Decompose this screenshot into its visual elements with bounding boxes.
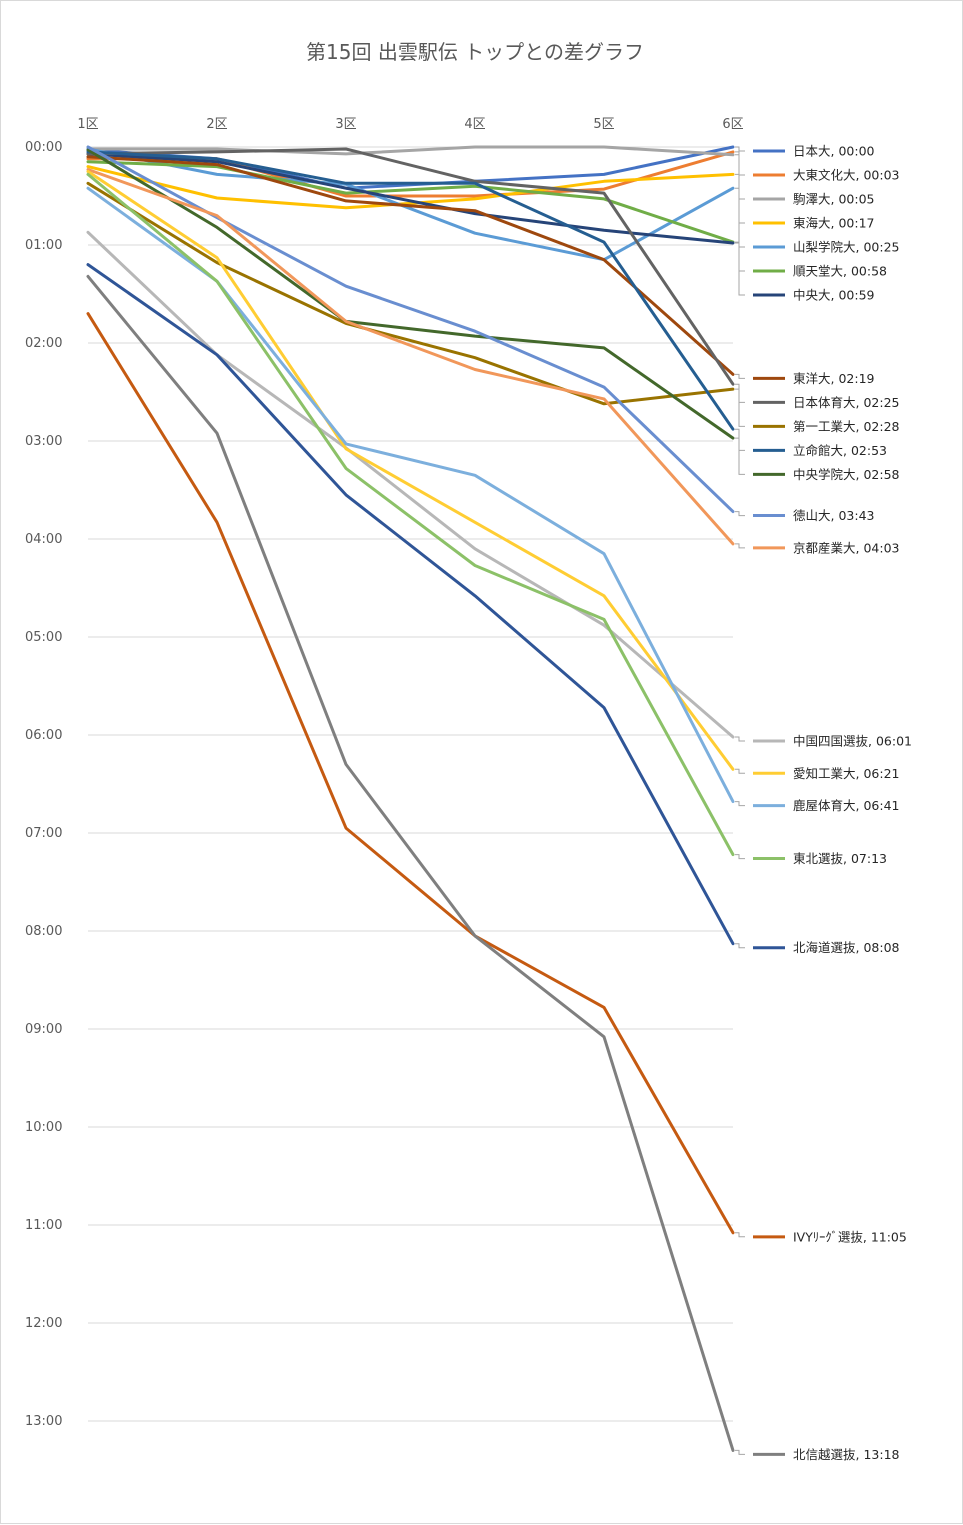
series-line (86, 152, 735, 245)
legend-label: 駒澤大, 00:05 (793, 192, 874, 207)
x-tick-label: 1区 (77, 117, 98, 132)
legend-label: 鹿屋体育大, 06:41 (793, 798, 899, 813)
legend-leader (735, 736, 745, 742)
series-line (86, 181, 735, 406)
legend-leader (735, 428, 745, 451)
series-line (86, 168, 735, 546)
series-line (86, 147, 735, 386)
legend-leader (735, 242, 745, 296)
legend-leader (735, 241, 745, 272)
legend-leader (735, 146, 745, 152)
legend-label: 京都産業大, 04:03 (793, 540, 899, 555)
legend-leader (735, 388, 745, 427)
y-tick-label: 02:00 (25, 336, 62, 351)
series-line (86, 230, 735, 739)
y-axis-ticks: 00:00 01:00 02:00 03:00 04:00 05:00 06:00 07:00… (25, 140, 62, 1429)
legend-leader (735, 373, 745, 379)
legend-leader (735, 1232, 745, 1238)
legend-leader (735, 943, 745, 949)
legend-leader (735, 854, 745, 860)
series-line (86, 274, 735, 1452)
legend-label: 立命館大, 02:53 (793, 443, 887, 458)
legend-label: 山梨学院大, 00:25 (793, 240, 899, 255)
y-tick-label: 05:00 (25, 630, 62, 645)
x-tick-label: 3区 (335, 117, 356, 132)
legend-leader (735, 187, 745, 248)
series-line (86, 160, 735, 244)
x-tick-label: 5区 (593, 117, 614, 132)
legend-label: 中国四国選抜, 06:01 (793, 733, 912, 748)
legend-leader (735, 1449, 745, 1455)
legend-label: 東北選抜, 07:13 (793, 851, 887, 866)
y-tick-label: 08:00 (25, 924, 62, 939)
y-tick-label: 03:00 (25, 434, 62, 449)
legend-label: 第一工業大, 02:28 (793, 419, 900, 434)
legend-label: 愛知工業大, 06:21 (793, 766, 899, 781)
y-tick-label: 12:00 (25, 1316, 62, 1331)
y-tick-label: 00:00 (25, 140, 62, 155)
series-line (86, 186, 735, 804)
legend-label: 日本大, 00:00 (793, 144, 875, 159)
legend-label: 大東文化大, 00:03 (793, 168, 899, 183)
chart-title: 第15回 出雲駅伝 トップとの差グラフ (306, 40, 644, 64)
y-tick-label: 07:00 (25, 826, 62, 841)
legend-label: 日本体育大, 02:25 (793, 395, 899, 410)
legend-label: 北信越選抜, 13:18 (793, 1447, 900, 1462)
series-line (86, 145, 735, 514)
legend-leader (735, 154, 745, 200)
x-tick-label: 4区 (464, 117, 485, 132)
series-line (86, 148, 735, 440)
legend-label: 東海大, 00:17 (793, 216, 874, 231)
legend-label: 順天堂大, 00:58 (793, 264, 887, 279)
legend-leader (735, 768, 745, 774)
legend-label: 中央大, 00:59 (793, 288, 875, 303)
legend-leader (735, 437, 745, 475)
legend-label: 東洋大, 02:19 (793, 371, 875, 386)
y-tick-label: 01:00 (25, 238, 62, 253)
y-tick-label: 13:00 (25, 1414, 62, 1429)
legend: 日本大, 00:00 大東文化大, 00:03 駒澤大, 00:05 東海大, 00:… (753, 144, 912, 1462)
legend-leader (735, 511, 745, 517)
series-line (86, 312, 735, 1235)
x-tick-label: 6区 (722, 117, 743, 132)
y-tick-label: 11:00 (25, 1218, 62, 1233)
legend-label: 中央学院大, 02:58 (793, 467, 900, 482)
y-tick-label: 04:00 (25, 532, 62, 547)
legend-label: 北海道選抜, 08:08 (793, 940, 900, 955)
y-tick-label: 10:00 (25, 1120, 62, 1135)
legend-label: IVYﾘｰｸﾞ選抜, 11:05 (793, 1229, 907, 1244)
series-line (86, 263, 735, 946)
series-line (86, 165, 735, 210)
y-tick-label: 06:00 (25, 728, 62, 743)
x-axis-ticks: 1区 2区 3区 4区 5区 6区 (77, 117, 743, 132)
series-line (86, 155, 735, 376)
legend-leader (735, 543, 745, 549)
legend-leader (735, 151, 745, 176)
gridlines (88, 146, 733, 1422)
legend-label: 徳山大, 03:43 (793, 508, 874, 523)
legend-leader-lines (735, 146, 745, 1455)
series-line (86, 150, 735, 431)
legend-leader (735, 383, 745, 403)
legend-leader (735, 801, 745, 807)
series-line (86, 172, 735, 857)
series-lines (86, 145, 735, 1452)
series-line (86, 170, 735, 771)
x-tick-label: 2区 (206, 117, 227, 132)
series-line (86, 145, 735, 157)
y-tick-label: 09:00 (25, 1022, 62, 1037)
series-line (86, 147, 735, 262)
